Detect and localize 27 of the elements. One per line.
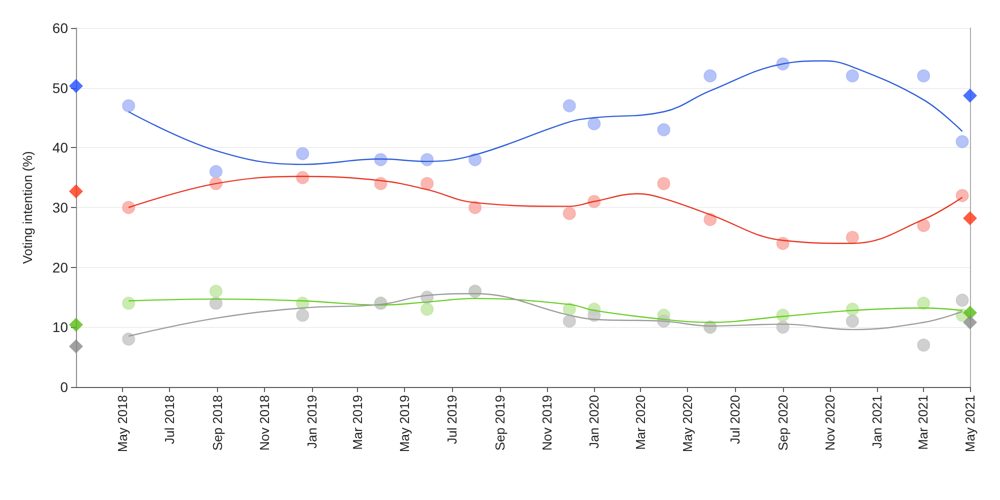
y-tick-label: 50 bbox=[52, 80, 68, 96]
y-tick-label: 20 bbox=[52, 259, 68, 276]
x-tick-label: Jan 2020 bbox=[586, 395, 602, 448]
x-tick-label: Jan 2019 bbox=[304, 395, 320, 448]
x-tick-label: Nov 2019 bbox=[539, 395, 554, 451]
x-tick-label: May 2019 bbox=[397, 395, 412, 452]
y-tick-label: 30 bbox=[52, 200, 68, 216]
x-tick-label: Jul 2018 bbox=[162, 395, 178, 444]
x-tick-label: May 2021 bbox=[962, 395, 978, 452]
x-tick-label: Nov 2020 bbox=[822, 395, 838, 451]
x-tick-label: Jul 2020 bbox=[727, 395, 742, 444]
x-tick-label: May 2020 bbox=[680, 395, 696, 452]
y-tick-label: 0 bbox=[60, 379, 68, 395]
x-tick-label: Sep 2019 bbox=[492, 395, 508, 451]
x-tick-label: Sep 2020 bbox=[775, 395, 790, 451]
x-tick-label: Nov 2018 bbox=[257, 395, 272, 451]
y-tick-label: 10 bbox=[52, 319, 68, 336]
y-tick-label: 40 bbox=[52, 140, 68, 156]
x-tick-label: May 2018 bbox=[114, 395, 130, 452]
x-tick-label: Sep 2018 bbox=[210, 395, 226, 451]
y-tick-label: 60 bbox=[52, 20, 68, 36]
y-axis-title: Voting intention (%) bbox=[20, 151, 35, 264]
x-tick-label: Jul 2019 bbox=[444, 395, 460, 444]
x-tick-label: Mar 2020 bbox=[633, 395, 648, 450]
x-tick-label: Mar 2021 bbox=[915, 395, 930, 450]
x-tick-label: Mar 2019 bbox=[350, 395, 365, 450]
x-tick-label: Jan 2021 bbox=[870, 395, 885, 448]
